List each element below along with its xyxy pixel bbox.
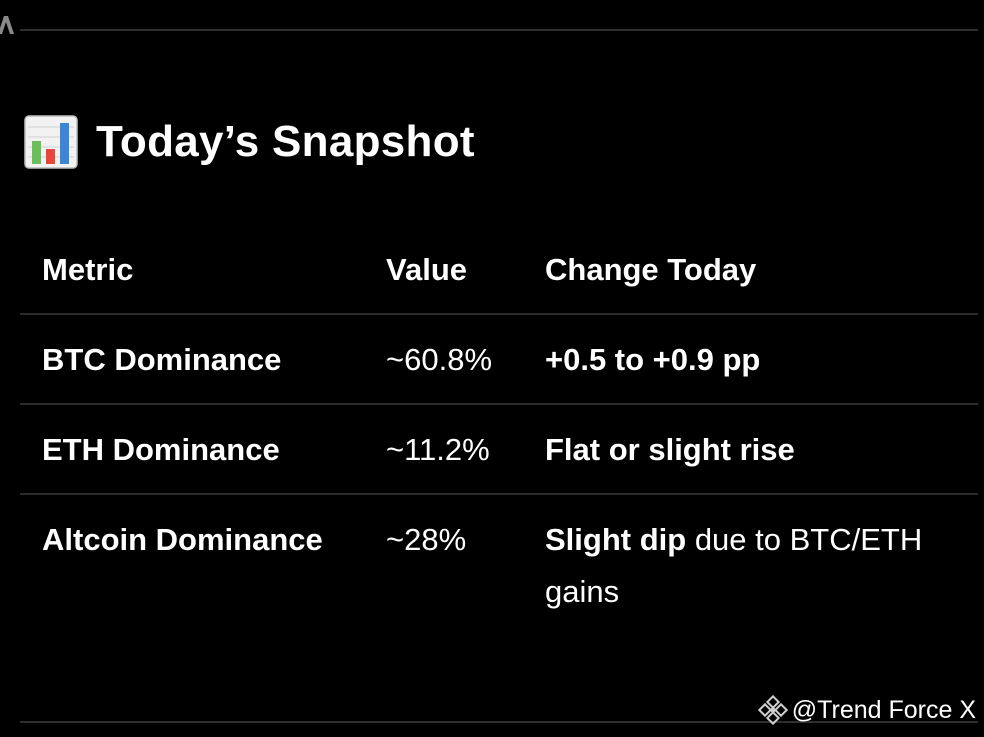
watermark: @Trend Force X	[757, 695, 976, 725]
table-row: ETH Dominance ~11.2% Flat or slight rise	[20, 405, 978, 495]
snapshot-table: Metric Value Change Today BTC Dominance …	[20, 225, 978, 635]
top-divider	[20, 29, 978, 31]
row-value: ~28%	[386, 522, 467, 557]
bar-chart-icon	[24, 115, 78, 169]
row-change: Slight dip due to BTC/ETH gains	[545, 514, 965, 618]
watermark-text: @Trend Force X	[791, 695, 976, 724]
change-emphasis: Slight dip	[545, 522, 687, 557]
bottom-divider	[20, 721, 978, 723]
table-row: BTC Dominance ~60.8% +0.5 to +0.9 pp	[20, 315, 978, 405]
header-metric: Metric	[42, 252, 134, 287]
row-value: ~60.8%	[386, 342, 493, 377]
binance-logo-icon	[757, 695, 788, 725]
header-value: Value	[386, 252, 467, 287]
corner-logo-fragment	[0, 16, 14, 34]
table-row: Altcoin Dominance ~28% Slight dip due to…	[20, 495, 978, 635]
page-title: Today’s Snapshot	[24, 112, 475, 172]
row-value: ~11.2%	[386, 432, 490, 467]
change-detail: due to BTC/ETH gains	[545, 522, 923, 609]
table-header-row: Metric Value Change Today	[20, 225, 978, 315]
row-change: Flat or slight rise	[545, 424, 965, 476]
change-emphasis: +0.5 to +0.9 pp	[545, 342, 761, 377]
row-change: +0.5 to +0.9 pp	[545, 334, 965, 386]
row-metric: ETH Dominance	[42, 432, 280, 467]
row-metric: Altcoin Dominance	[42, 522, 323, 557]
title-text: Today’s Snapshot	[96, 117, 475, 166]
row-metric: BTC Dominance	[42, 342, 282, 377]
change-emphasis: Flat or slight rise	[545, 432, 795, 467]
header-change: Change Today	[545, 252, 757, 287]
